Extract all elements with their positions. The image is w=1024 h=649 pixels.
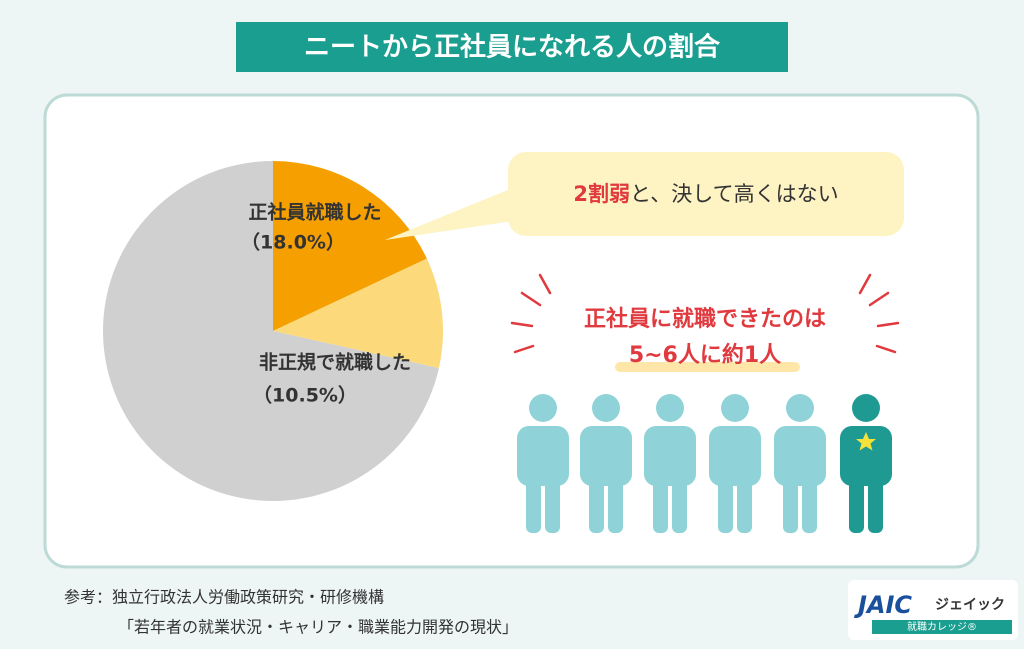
slice-label: 非正規で就職した (259, 351, 411, 374)
source-line2: 「若年者の就業状況・キャリア・職業能力開発の現状」 (118, 618, 518, 637)
pie-slice (273, 258, 443, 369)
slice-value-label: （18.0%） (241, 231, 345, 254)
people (517, 394, 892, 533)
callout: 2割弱と、決して高くはない (573, 182, 838, 206)
pie-slice (103, 161, 439, 502)
slice-value-label: （10.5%） (253, 384, 357, 407)
underline (615, 362, 800, 372)
star (856, 432, 876, 451)
source-line1: 参考：独立行政法人労働政策研究・研修機構 (64, 588, 384, 607)
logo-mark: JAIC (854, 591, 912, 619)
logo-bar (872, 620, 1012, 634)
slice-label: 正社員就職した (248, 201, 381, 224)
callout-text: と、決して高くはない (630, 182, 839, 206)
burst-lines (510, 273, 900, 354)
headline-line2: 5~6人に約1人 (629, 342, 781, 368)
chart-title: ニートから正社員になれる人の割合 (304, 32, 721, 63)
pie-slice (273, 161, 427, 331)
headline-line1: 正社員に就職できたのは (584, 306, 826, 332)
logo-name: ジェイック (935, 597, 1005, 613)
title-box (236, 22, 788, 72)
callout-emphasis: 2割弱 (573, 182, 630, 206)
pie: 正社員就職した （18.0%） 非正規で就職した （10.5%） (103, 161, 443, 502)
logo-sub: 就職カレッジ® (907, 620, 977, 633)
callout-tail (385, 185, 520, 240)
callout-box (508, 152, 904, 236)
